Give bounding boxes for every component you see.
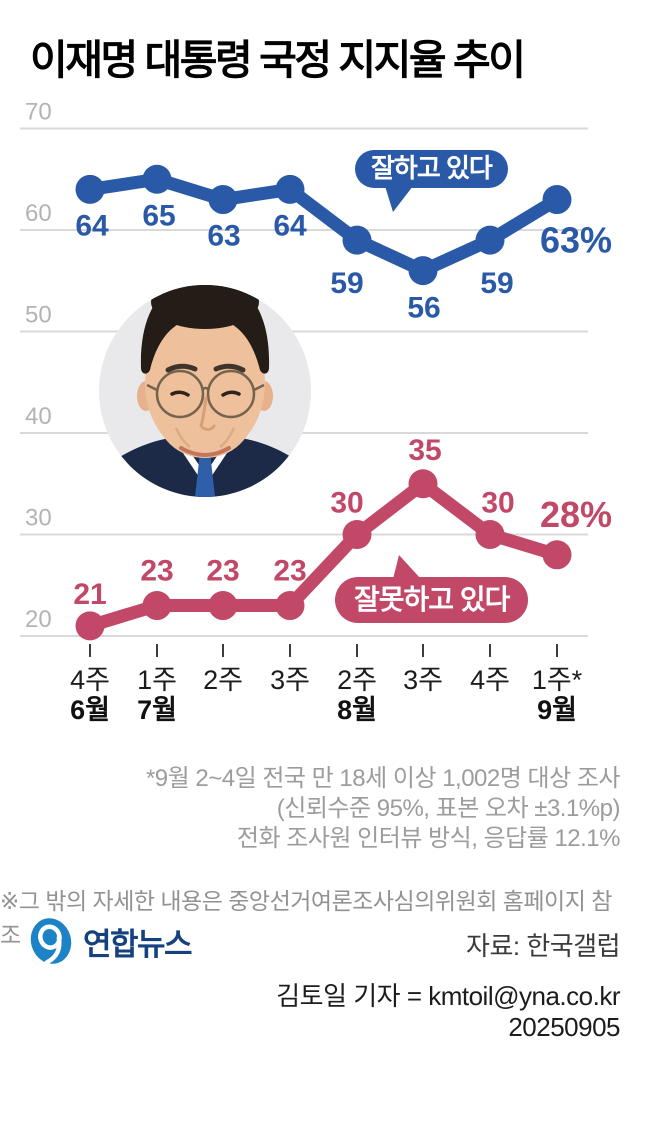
yonhap-logo-icon: [30, 918, 72, 965]
data-point: [142, 591, 172, 621]
portrait-glasses-bridge: [146, 383, 265, 392]
x-week-label: 1주*: [532, 665, 583, 695]
x-month-label: 7월: [137, 695, 177, 725]
data-point: [475, 225, 505, 255]
portrait-eyebrow: [165, 363, 198, 373]
y-axis-label: 20: [25, 606, 52, 633]
legend-bubble-approve: 잘하고 있다: [355, 150, 508, 212]
value-label: 21: [73, 578, 106, 611]
survey-footnotes: *9월 2~4일 전국 만 18세 이상 1,002명 대상 조사 (신뢰수준 …: [145, 764, 621, 854]
portrait-smile-lines: [174, 427, 236, 448]
portrait-glasses-lens: [206, 369, 256, 419]
data-point: [208, 591, 238, 621]
data-point: [408, 469, 438, 499]
value-label: 63: [207, 220, 240, 253]
publish-date: 20250905: [508, 1012, 620, 1042]
legend-disapprove-label: 잘못하고 있다: [354, 584, 510, 615]
portrait-glasses-lens: [155, 369, 205, 419]
credits: 김토일 기자 = kmtoil@yna.co.kr 20250905: [276, 981, 620, 1043]
value-label: 35: [408, 434, 441, 467]
portrait-tie: [195, 452, 215, 497]
footnote-line-2: (신뢰수준 95%, 표본 오차 ±3.1%p): [276, 795, 621, 822]
y-axis-label: 30: [25, 505, 52, 532]
bubble-tail: [393, 555, 421, 579]
series-layer: 64 65 63 64 59 56 59 63% 21 23 23 23 30 35 30 28%: [73, 164, 612, 641]
y-axis-label: 50: [25, 302, 52, 329]
value-label: 63%: [540, 220, 612, 261]
president-portrait-photo: [99, 285, 311, 497]
x-week-label: 2주: [337, 665, 377, 695]
portrait-eyebrow: [213, 363, 246, 373]
footnote-line-3: 전화 조사원 인터뷰 방식, 응답률 12.1%: [236, 825, 621, 852]
value-label: 59: [480, 267, 513, 300]
bubble-tail: [385, 186, 413, 212]
data-point: [275, 591, 305, 621]
data-point: [542, 185, 572, 215]
x-month-label: 8월: [337, 695, 377, 725]
legend-approve-label: 잘하고 있다: [371, 153, 493, 183]
x-week-label: 4주: [70, 665, 110, 695]
logo-swirl-tail: [44, 935, 62, 965]
data-point: [408, 256, 438, 286]
data-point: [75, 174, 105, 204]
reporter-credit: 김토일 기자 = kmtoil@yna.co.kr: [276, 981, 620, 1011]
value-label: 30: [330, 487, 363, 520]
data-point: [208, 185, 238, 215]
y-axis-label: 60: [25, 200, 52, 227]
value-label: 64: [273, 209, 307, 242]
series-0: 64 65 63 64 59 56 59 63%: [75, 164, 612, 325]
x-month-label: 6월: [70, 695, 110, 725]
x-week-label: 4주: [470, 665, 510, 695]
value-label: 56: [407, 292, 440, 325]
data-point: [275, 174, 305, 204]
approval-trend-chart: 70 60 50 40 30 20: [20, 99, 612, 725]
yonhap-logo: 연합뉴스: [27, 916, 193, 966]
value-label: 30: [481, 487, 514, 520]
y-axis-label: 70: [25, 99, 52, 126]
yonhap-logo-text: 연합뉴스: [83, 926, 193, 962]
x-week-label: 3주: [403, 665, 443, 695]
legend-bubble-disapprove: 잘못하고 있다: [335, 555, 529, 623]
value-label: 59: [330, 267, 363, 300]
portrait-eye: [170, 390, 190, 397]
portrait-mouth: [179, 446, 231, 457]
x-week-label: 1주: [137, 665, 177, 695]
extra-note: ※그 밖의 자세한 내용은 중앙선거여론조사심의위원회 홈페이지 참조: [0, 888, 612, 948]
logo-swirl-ring: [38, 924, 62, 950]
x-month-label: 9월: [537, 695, 577, 725]
portrait-hair: [140, 285, 270, 374]
page-title: 이재명 대통령 국정 지지율 추이: [30, 37, 526, 83]
data-point: [142, 164, 172, 194]
portrait-eye: [221, 390, 241, 397]
data-point: [542, 540, 572, 570]
y-axis-label: 40: [25, 403, 52, 430]
grid-layer: 70 60 50 40 30 20: [20, 99, 588, 637]
value-label: 23: [206, 555, 239, 588]
x-week-label: 2주: [203, 665, 243, 695]
data-point: [342, 520, 372, 549]
x-week-label: 3주: [270, 665, 310, 695]
value-label: 23: [140, 555, 173, 588]
footnote-line-1: *9월 2~4일 전국 만 18세 이상 1,002명 대상 조사: [145, 765, 621, 792]
value-label: 65: [142, 199, 175, 232]
value-label: 64: [75, 209, 109, 242]
x-axis-layer: 4주 1주 2주 3주 2주 3주 4주 1주* 6월 7월 8월 9월: [70, 644, 583, 725]
value-label: 23: [273, 555, 306, 588]
series-1: 21 23 23 23 30 35 30 28%: [73, 434, 612, 641]
portrait-nose: [199, 396, 216, 431]
data-point: [475, 520, 505, 549]
data-point: [75, 611, 105, 641]
data-point: [342, 225, 372, 255]
data-source: 자료: 한국갤럽: [466, 931, 620, 961]
value-label: 28%: [540, 494, 612, 535]
